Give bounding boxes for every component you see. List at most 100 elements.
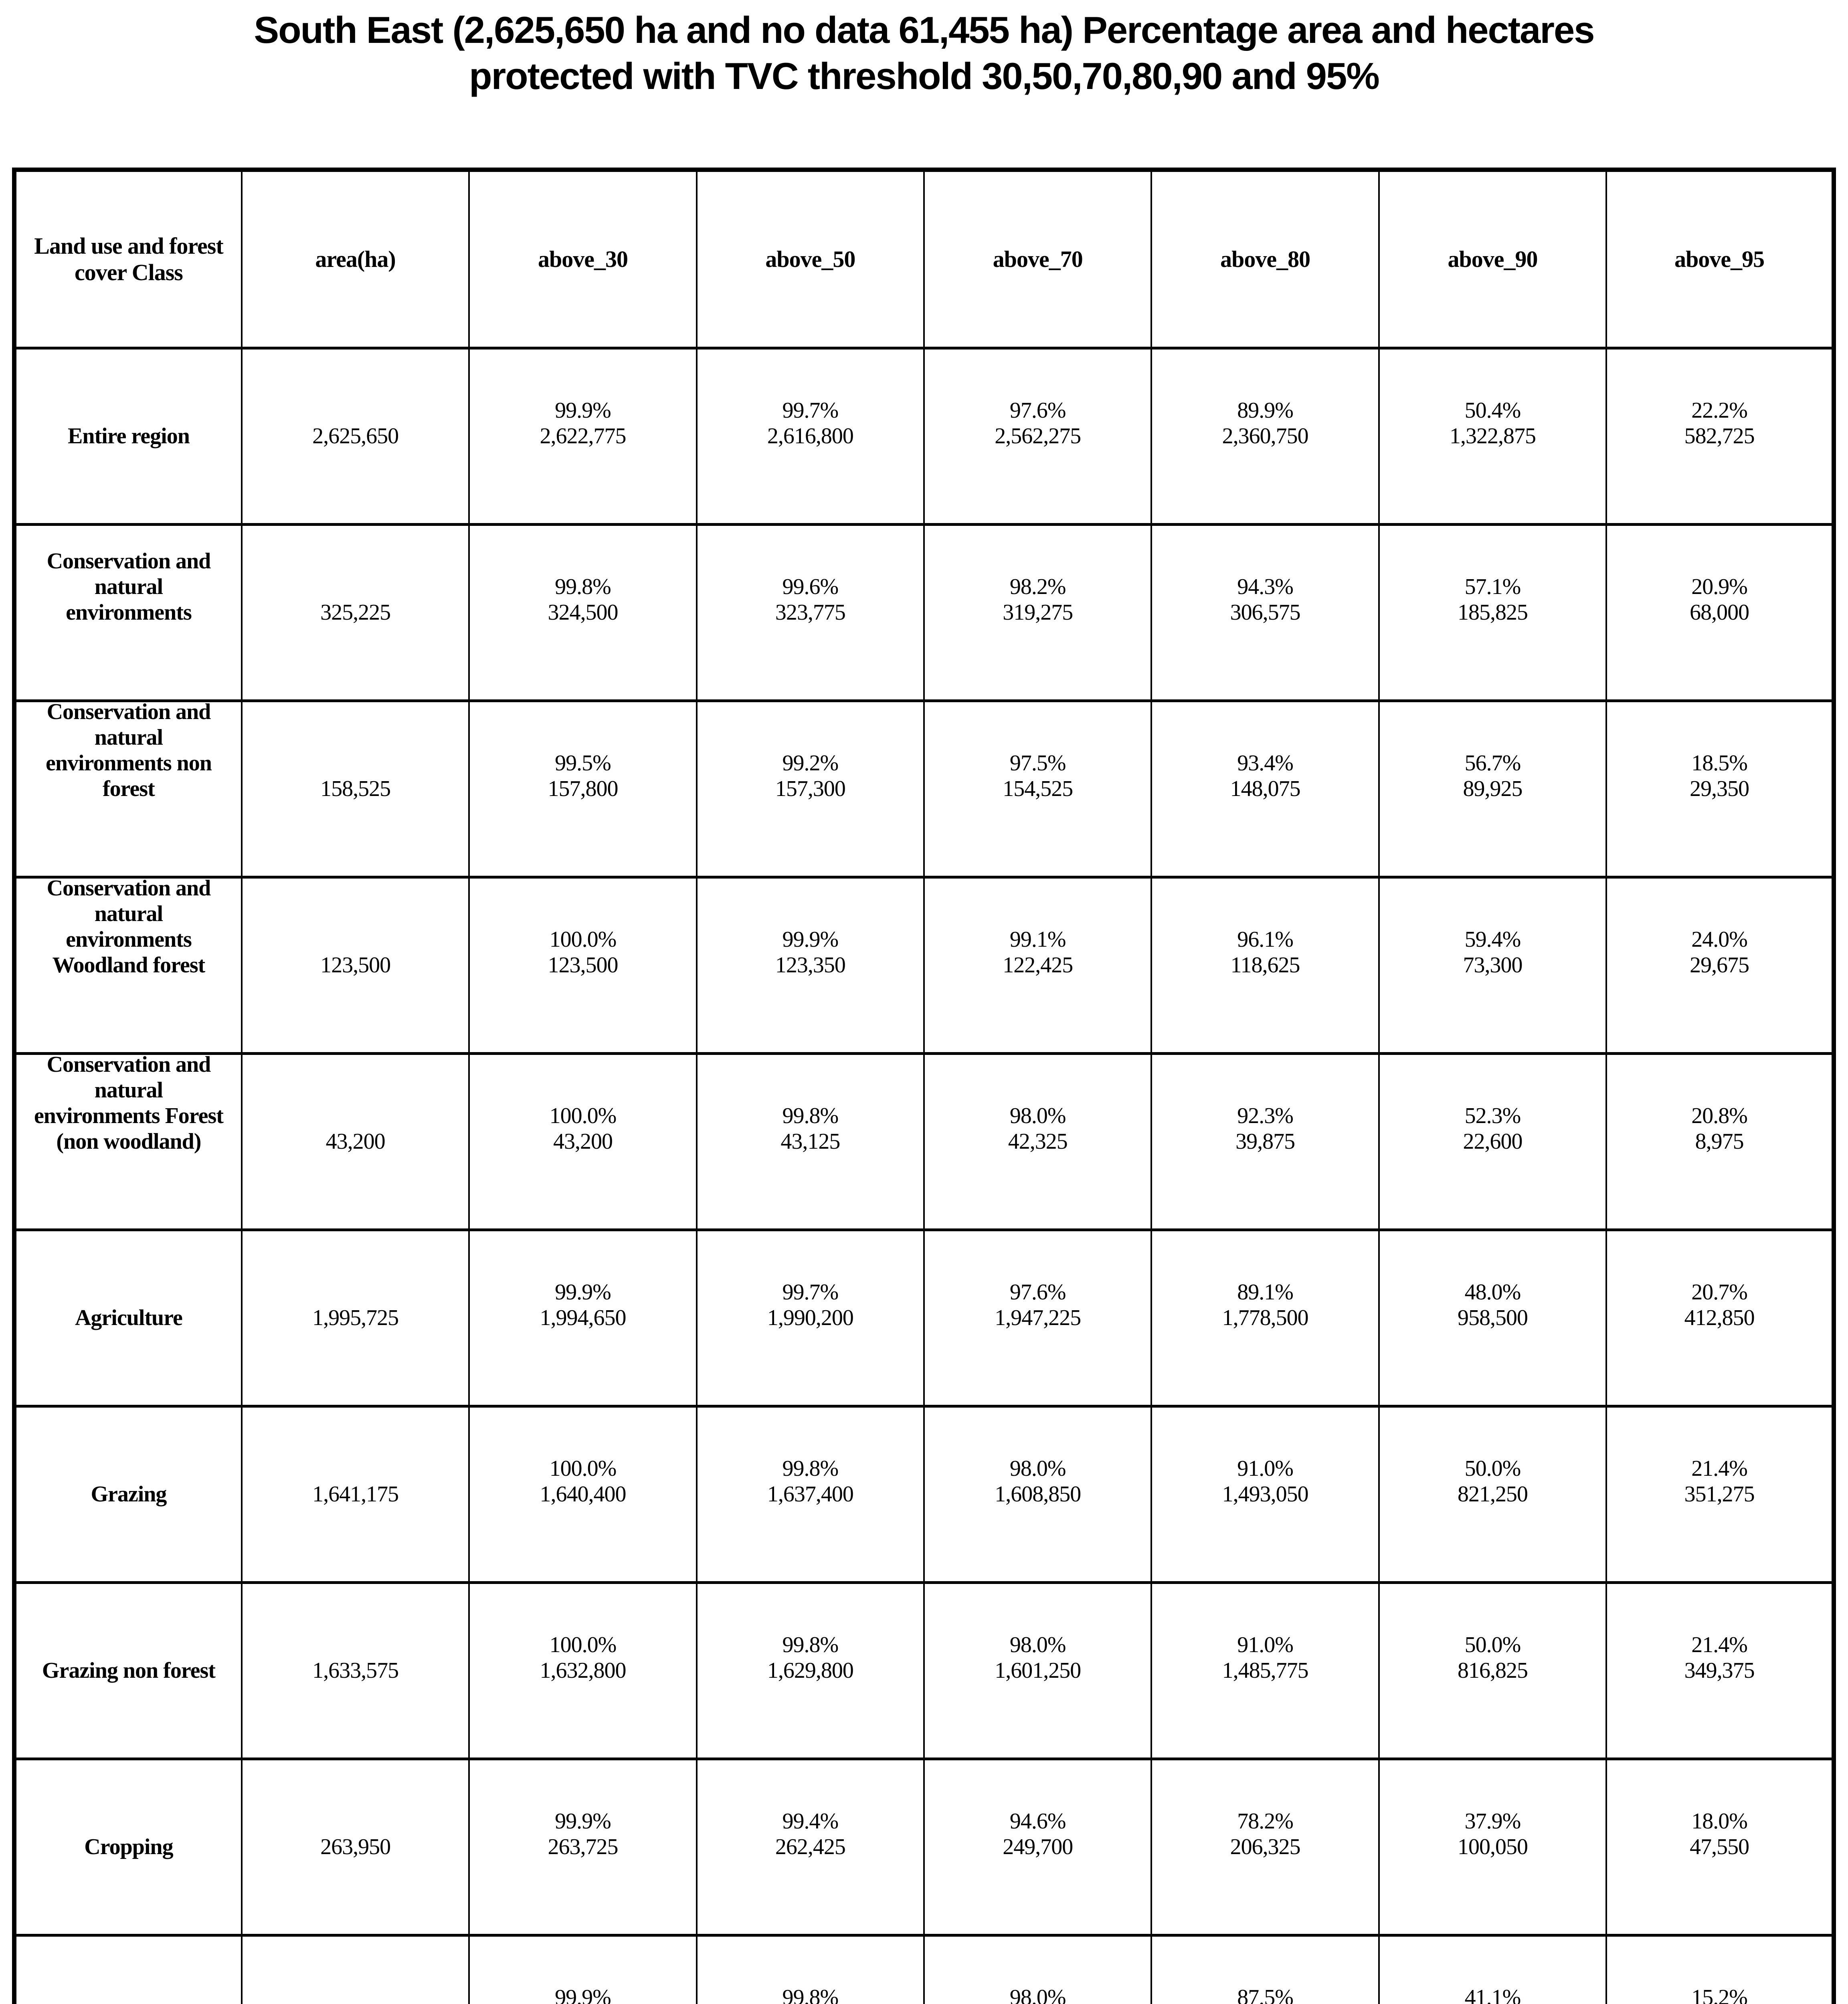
threshold-cell-above-95: 21.4% 351,275 (1605, 1405, 1835, 1584)
threshold-cell-above-95: 20.7% 412,850 (1605, 1228, 1835, 1408)
area-cell: 263,950 (241, 1758, 470, 1937)
table-row: Conservation and natural environments Wo… (13, 876, 1835, 1055)
threshold-cell-above-70: 98.0% 1,601,250 (923, 1581, 1152, 1760)
threshold-cell-above-70: 97.6% 1,947,225 (923, 1228, 1152, 1408)
threshold-cell-above-80: 91.0% 1,493,050 (1150, 1405, 1380, 1584)
threshold-cell-above-30: 100.0% 1,632,800 (468, 1581, 698, 1760)
table-row: Conservation and natural environments 32… (13, 523, 1835, 702)
area-value: 325,225 (320, 600, 391, 625)
landuse-class-cell: Entire region (13, 347, 243, 526)
threshold-cell-above-90: 52.3% 22,600 (1378, 1052, 1607, 1231)
percent-value: 99.9% (555, 1809, 611, 1834)
threshold-cell-above-95: 21.4% 349,375 (1605, 1581, 1835, 1760)
column-header-above-50: above_50 (696, 168, 925, 349)
row-label: Conservation and natural environments Wo… (47, 876, 211, 978)
table-row: Conservation and natural environments no… (13, 699, 1835, 879)
hectares-value: 324,500 (548, 600, 618, 625)
percent-value: 18.0% (1691, 1809, 1748, 1834)
percent-value: 24.0% (1691, 927, 1748, 952)
percent-value: 99.8% (782, 1632, 839, 1657)
threshold-cell-above-90: 50.4% 1,322,875 (1378, 347, 1607, 526)
percent-value: 22.2% (1691, 398, 1748, 423)
percent-value: 20.8% (1691, 1103, 1748, 1128)
percent-value: 99.9% (782, 927, 839, 952)
percent-value: 96.1% (1237, 927, 1294, 952)
threshold-cell-above-50: 99.7% 2,616,800 (696, 347, 925, 526)
hectares-value: 2,360,750 (1222, 424, 1309, 448)
threshold-cell-above-90: 59.4% 73,300 (1378, 876, 1607, 1055)
hectares-value: 821,250 (1457, 1482, 1528, 1507)
percent-value: 99.8% (782, 1985, 839, 2004)
row-label: Agriculture (75, 1305, 183, 1330)
row-label: Cropping (84, 1834, 173, 1859)
row-label: Conservation and natural environments no… (45, 699, 212, 801)
hectares-value: 249,700 (1003, 1834, 1073, 1859)
threshold-cell-above-70: 94.6% 249,700 (923, 1758, 1152, 1937)
hectares-value: 1,778,500 (1222, 1305, 1309, 1330)
threshold-cell-above-30: 99.9% 263,725 (468, 1758, 698, 1937)
hectares-value: 157,300 (775, 776, 846, 801)
percent-value: 15.2% (1691, 1985, 1748, 2004)
row-label: Conservation and natural environments Fo… (34, 1052, 224, 1154)
area-cell: 325,225 (241, 523, 470, 702)
hectares-value: 1,640,400 (540, 1482, 626, 1507)
hectares-value: 123,500 (548, 953, 618, 978)
area-cell: 43,200 (241, 1052, 470, 1231)
area-cell: 2,625,650 (241, 347, 470, 526)
hectares-value: 68,000 (1690, 600, 1749, 625)
threshold-cell-above-95: 18.5% 29,350 (1605, 699, 1835, 879)
percent-value: 100.0% (549, 1103, 617, 1128)
threshold-cell-above-80: 94.3% 306,575 (1150, 523, 1380, 702)
threshold-cell-above-50: 99.8% 1,629,800 (696, 1581, 925, 1760)
threshold-cell-above-50: 99.4% 262,425 (696, 1758, 925, 1937)
threshold-cell-above-80: 89.9% 2,360,750 (1150, 347, 1380, 526)
hectares-value: 39,875 (1235, 1129, 1295, 1154)
percent-value: 78.2% (1237, 1809, 1294, 1834)
hectares-value: 1,632,800 (540, 1658, 626, 1683)
hectares-value: 1,601,250 (995, 1658, 1081, 1683)
area-cell: 89,200 (241, 1934, 470, 2004)
hectares-value: 2,562,275 (995, 424, 1081, 448)
hectares-value: 1,485,775 (1222, 1658, 1309, 1683)
hectares-value: 262,425 (775, 1834, 846, 1859)
percent-value: 94.3% (1237, 574, 1294, 599)
row-label: Entire region (68, 424, 190, 448)
percent-value: 50.0% (1464, 1456, 1521, 1481)
percent-value: 99.7% (782, 398, 839, 423)
threshold-cell-above-70: 97.6% 2,562,275 (923, 347, 1152, 526)
table-row: Cropping 263,950 99.9% 263,725 99.4% 262,4… (13, 1758, 1835, 1937)
threshold-cell-above-90: 50.0% 816,825 (1378, 1581, 1607, 1760)
column-header-class: Land use and forest cover Class (13, 168, 243, 349)
percent-value: 92.3% (1237, 1103, 1294, 1128)
hectares-value: 43,125 (780, 1129, 840, 1154)
hectares-value: 8,975 (1695, 1129, 1744, 1154)
percent-value: 99.2% (782, 751, 839, 776)
threshold-cell-above-80: 91.0% 1,485,775 (1150, 1581, 1380, 1760)
column-header-area: area(ha) (241, 168, 470, 349)
threshold-cell-above-30: 99.9% 2,622,775 (468, 347, 698, 526)
hectares-value: 1,629,800 (767, 1658, 854, 1683)
area-value: 1,995,725 (312, 1305, 399, 1330)
hectares-value: 1,947,225 (995, 1305, 1081, 1330)
percent-value: 98.2% (1009, 574, 1066, 599)
threshold-cell-above-50: 99.9% 123,350 (696, 876, 925, 1055)
threshold-cell-above-90: 56.7% 89,925 (1378, 699, 1607, 879)
percent-value: 21.4% (1691, 1456, 1748, 1481)
column-header-above-90: above_90 (1378, 168, 1607, 349)
landuse-class-cell: Conservation and natural environments no… (13, 699, 243, 879)
threshold-cell-above-30: 99.9% 1,994,650 (468, 1228, 698, 1408)
header-row: Land use and forest cover Class area(ha)… (13, 168, 1835, 349)
threshold-cell-above-50: 99.8%89,000 (696, 1934, 925, 2004)
column-header-above-95: above_95 (1605, 168, 1835, 349)
threshold-cell-above-70: 98.0% 42,325 (923, 1052, 1152, 1231)
percent-value: 91.0% (1237, 1456, 1294, 1481)
threshold-cell-above-95: 22.2% 582,725 (1605, 347, 1835, 526)
hectares-value: 73,300 (1463, 953, 1522, 978)
percent-value: 50.4% (1464, 398, 1521, 423)
table-row: Irrigation 89,200 99.9%89,125 99.8%89,00… (13, 1934, 1835, 2004)
percent-value: 93.4% (1237, 751, 1294, 776)
percent-value: 99.1% (1009, 927, 1066, 952)
hectares-value: 100,050 (1457, 1834, 1528, 1859)
hectares-value: 42,325 (1008, 1129, 1068, 1154)
percent-value: 20.7% (1691, 1280, 1748, 1305)
